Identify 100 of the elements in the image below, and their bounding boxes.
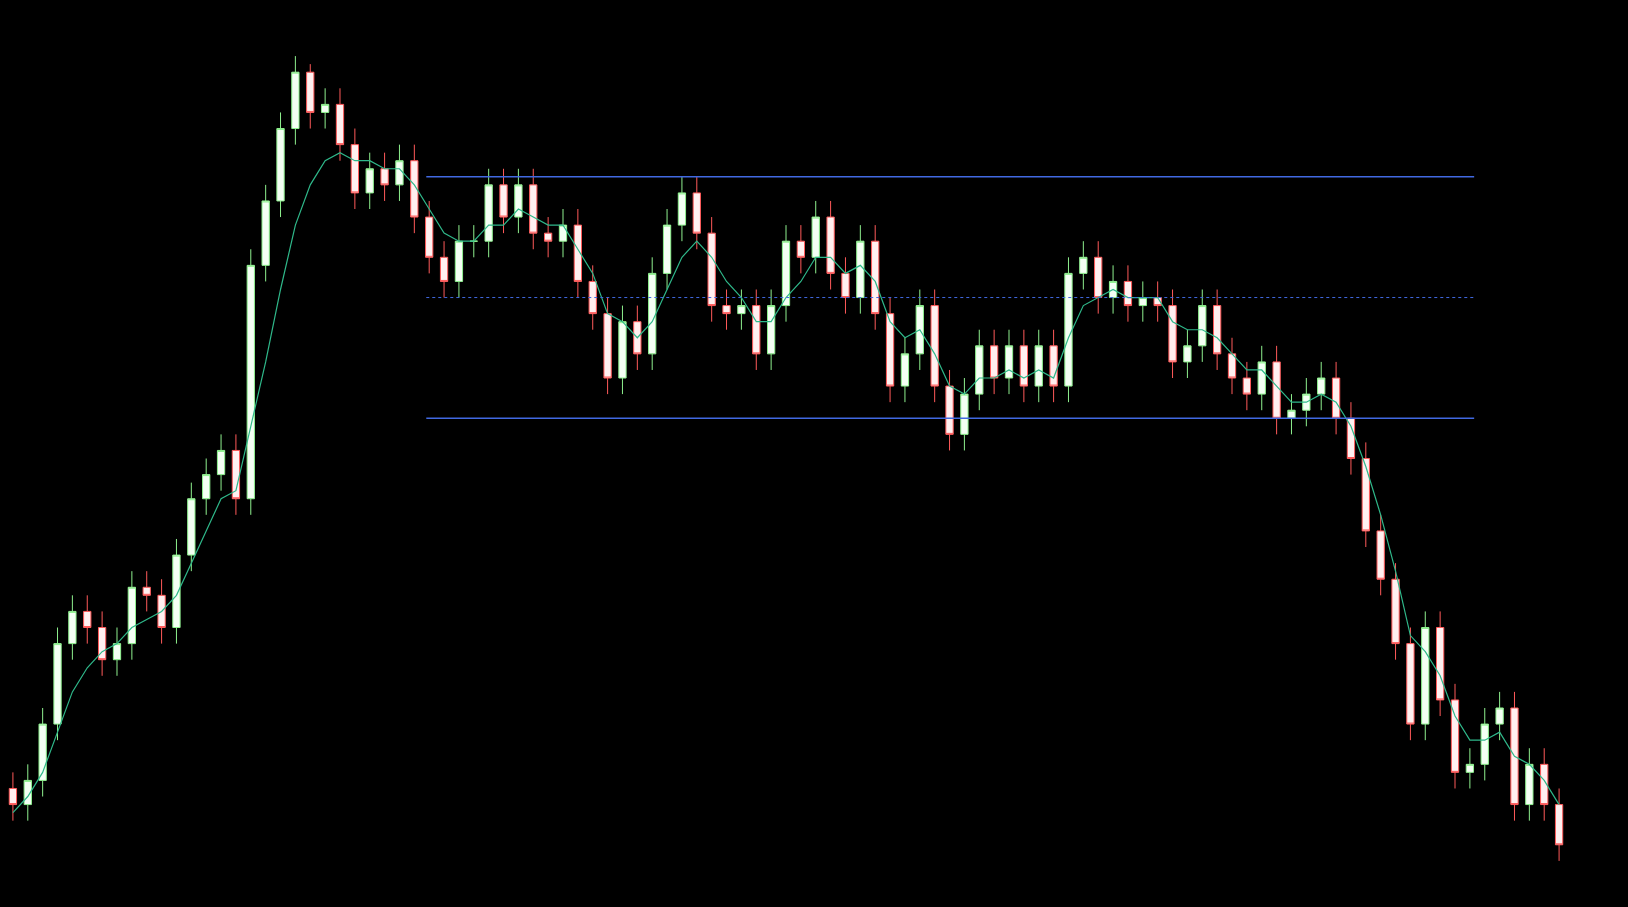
candlestick xyxy=(276,111,285,218)
candlestick xyxy=(202,458,211,516)
candlestick xyxy=(1004,329,1014,395)
candlestick xyxy=(1123,264,1133,323)
candlestick xyxy=(320,87,330,130)
candlestick xyxy=(306,63,315,130)
candlestick xyxy=(291,55,300,146)
candlestick xyxy=(588,264,597,331)
candlestick xyxy=(1049,329,1058,403)
candlestick xyxy=(142,570,151,612)
candlestick xyxy=(231,433,241,516)
candlestick xyxy=(1242,361,1252,411)
candlestick xyxy=(543,216,553,258)
candlestick xyxy=(1227,337,1237,395)
candlestick xyxy=(960,377,969,451)
candlestick xyxy=(781,224,791,323)
candlestick xyxy=(1480,707,1489,781)
candlestick xyxy=(1450,683,1460,789)
candlestick xyxy=(841,256,850,315)
candlestick xyxy=(439,240,449,299)
candlestick xyxy=(737,288,746,331)
candlestick xyxy=(1138,280,1147,323)
candlestick xyxy=(930,288,939,403)
candlestick xyxy=(1064,256,1073,403)
candlestick xyxy=(752,288,761,371)
candlestick xyxy=(187,482,196,572)
candlestick xyxy=(856,224,865,315)
candlestick xyxy=(1094,240,1103,315)
candlestick xyxy=(722,288,731,331)
candlestick xyxy=(900,337,910,403)
candlestick xyxy=(1213,288,1222,371)
candlestick xyxy=(662,208,672,290)
candlestick xyxy=(975,329,984,411)
candlestick xyxy=(692,176,701,250)
candlestick xyxy=(97,610,107,677)
candlestick xyxy=(1391,562,1400,661)
candlestick xyxy=(871,224,880,331)
candlestick xyxy=(677,176,687,242)
candlestick xyxy=(8,771,18,822)
candlestick xyxy=(989,329,999,395)
candlestick xyxy=(172,538,181,645)
candlestick xyxy=(1436,610,1445,717)
candlestick xyxy=(68,594,77,661)
candlestick xyxy=(811,200,820,274)
candlestick xyxy=(514,168,523,234)
candlestick xyxy=(335,87,345,162)
candlestick xyxy=(707,216,716,323)
candlestick xyxy=(558,208,568,258)
candlestick xyxy=(945,369,954,451)
candlestick xyxy=(618,305,627,395)
candlestick xyxy=(1406,627,1415,741)
candlestick xyxy=(246,248,255,516)
candlestick xyxy=(38,707,47,798)
candlestick xyxy=(1554,787,1564,862)
candlestick xyxy=(83,594,92,645)
candlestick xyxy=(1495,691,1504,741)
candlestick xyxy=(1361,441,1370,548)
candlestick xyxy=(53,627,62,741)
candlestick xyxy=(1287,393,1296,435)
candlestick xyxy=(1525,747,1534,822)
candlestick xyxy=(1510,691,1519,822)
candlestick xyxy=(1257,345,1266,411)
candlestick xyxy=(1198,288,1207,363)
candlestick xyxy=(410,144,419,234)
candlestick xyxy=(1331,361,1341,435)
candlestick xyxy=(1108,264,1118,315)
candlestick xyxy=(1421,610,1430,741)
candlestick xyxy=(1465,747,1475,789)
candlestick xyxy=(796,224,806,274)
candlestick xyxy=(1376,514,1385,596)
candlestick xyxy=(826,200,835,290)
candlestick xyxy=(1079,240,1088,290)
candlestick xyxy=(915,288,924,371)
candlestick xyxy=(216,433,226,492)
candlestick xyxy=(454,224,464,299)
candlestick xyxy=(380,152,389,202)
candlestick xyxy=(1540,747,1549,822)
candlestick xyxy=(1019,329,1029,403)
candlestick xyxy=(365,152,374,210)
candlestick xyxy=(1302,377,1311,427)
candlestick xyxy=(1183,329,1192,379)
candlestick xyxy=(1168,288,1177,379)
candlestick xyxy=(573,208,583,299)
candlestick xyxy=(648,256,657,371)
candlestick xyxy=(603,297,612,395)
candlestick xyxy=(1034,329,1043,403)
candlestick xyxy=(885,297,895,403)
candlestick xyxy=(395,144,404,202)
candlestick xyxy=(1346,401,1356,476)
candlestick xyxy=(1272,345,1281,435)
candlestick xyxy=(529,168,538,250)
candlestick xyxy=(633,305,642,371)
candlestick xyxy=(261,184,270,282)
candlestick xyxy=(350,128,359,210)
candlestick xyxy=(127,570,136,661)
candlestick xyxy=(766,288,776,371)
candlestick xyxy=(499,168,508,234)
candlestick xyxy=(1317,361,1326,411)
candlestick xyxy=(157,578,166,645)
candlestick xyxy=(425,200,434,274)
